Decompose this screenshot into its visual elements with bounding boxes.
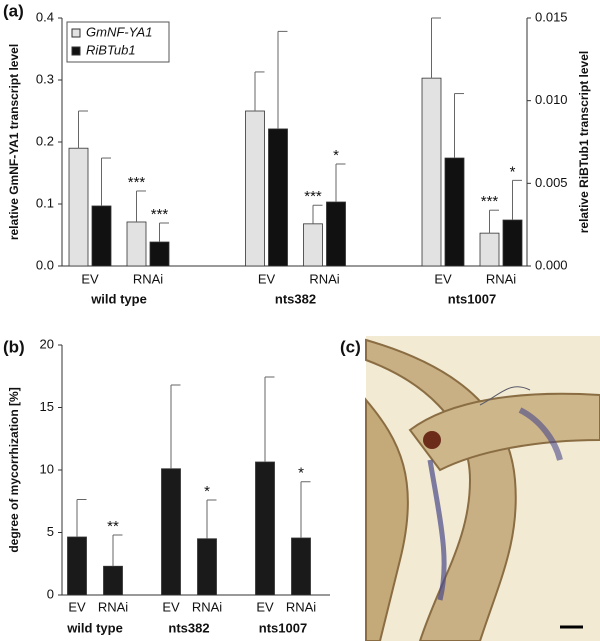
panel-label: (b) xyxy=(3,337,25,356)
bar xyxy=(197,538,217,596)
bar xyxy=(255,461,275,596)
significance: *** xyxy=(304,188,322,205)
x-tick-label: RNAi xyxy=(192,599,222,614)
bar xyxy=(444,157,465,267)
y2-tick-label: 0.005 xyxy=(535,175,568,190)
error-bar xyxy=(254,71,265,111)
spore xyxy=(423,431,441,449)
error-bar xyxy=(512,179,522,221)
y-tick-label: 10 xyxy=(40,461,54,476)
group-label: wild type xyxy=(90,291,147,306)
bar xyxy=(303,223,323,267)
legend-label: GmNF-YA1 xyxy=(86,24,152,39)
y-tick-label: 0.4 xyxy=(36,9,54,24)
group-label: nts1007 xyxy=(259,620,307,635)
x-tick-label: EV xyxy=(68,599,86,614)
bar xyxy=(245,110,265,267)
legend-swatch xyxy=(71,46,81,56)
error-bar xyxy=(335,163,346,203)
significance: * xyxy=(298,465,304,482)
bar xyxy=(268,128,288,267)
y2-tick-label: 0.000 xyxy=(535,257,568,272)
x-tick-label: RNAi xyxy=(309,271,339,286)
significance: *** xyxy=(151,206,169,223)
error-bar xyxy=(170,384,181,469)
bar xyxy=(161,468,181,596)
panel-label: (a) xyxy=(3,1,24,20)
y-axis-title: relative GmNF-YA1 transcript level xyxy=(7,44,21,240)
y-tick-label: 0.0 xyxy=(36,257,54,272)
significance: * xyxy=(510,163,516,180)
legend-swatch xyxy=(71,28,81,38)
group-label: nts1007 xyxy=(448,291,496,306)
error-bar xyxy=(159,222,169,243)
error-bar xyxy=(78,110,88,149)
significance: *** xyxy=(481,193,499,210)
y2-axis-title: relative RiBTub1 transcript level xyxy=(577,51,591,234)
y-tick-label: 5 xyxy=(47,524,54,539)
significance: ** xyxy=(107,518,119,535)
x-tick-label: RNAi xyxy=(486,271,516,286)
bar xyxy=(421,77,442,267)
root xyxy=(365,397,409,641)
hypha xyxy=(479,386,531,406)
error-bar xyxy=(136,190,146,222)
significance: * xyxy=(333,147,339,164)
bar xyxy=(502,219,523,267)
y-tick-label: 20 xyxy=(40,336,54,351)
bar xyxy=(103,565,123,596)
error-bar xyxy=(76,499,87,537)
error-bar xyxy=(300,481,311,538)
legend-box xyxy=(66,21,170,63)
group-label: wild type xyxy=(66,620,123,635)
error-bar xyxy=(431,17,441,79)
error-bar xyxy=(101,157,111,206)
bar xyxy=(291,537,311,596)
bar xyxy=(91,205,112,267)
legend-label: RiBTub1 xyxy=(86,42,136,57)
root xyxy=(408,392,600,472)
bar xyxy=(326,201,346,267)
micrograph: (c) xyxy=(340,336,600,641)
error-bar xyxy=(454,93,464,159)
group-label: nts382 xyxy=(275,291,316,306)
x-tick-label: EV xyxy=(162,599,180,614)
y-tick-label: 15 xyxy=(40,399,54,414)
y-tick-label: 0.3 xyxy=(36,71,54,86)
error-bar xyxy=(489,209,499,234)
bar xyxy=(126,221,147,267)
error-bar xyxy=(206,499,217,539)
x-tick-label: RNAi xyxy=(133,271,163,286)
y-tick-label: 0.1 xyxy=(36,195,54,210)
error-bar xyxy=(277,30,288,129)
bar xyxy=(68,147,89,267)
bar xyxy=(479,232,500,267)
y-axis-title: degree of mycorrhization [%] xyxy=(7,387,21,552)
error-bar xyxy=(112,534,123,567)
arbuscules xyxy=(518,407,563,461)
significance: *** xyxy=(128,174,146,191)
x-tick-label: EV xyxy=(434,271,452,286)
x-tick-label: EV xyxy=(258,271,276,286)
arbuscules xyxy=(427,459,447,601)
y2-tick-label: 0.010 xyxy=(535,92,568,107)
y-tick-label: 0 xyxy=(47,586,54,601)
x-tick-label: RNAi xyxy=(286,599,316,614)
x-tick-label: EV xyxy=(256,599,274,614)
x-tick-label: RNAi xyxy=(98,599,128,614)
bar xyxy=(67,536,87,596)
bar xyxy=(149,241,170,267)
error-bar xyxy=(264,376,275,462)
y2-tick-label: 0.015 xyxy=(535,9,568,24)
panel-label: (c) xyxy=(340,337,361,356)
y-tick-label: 0.2 xyxy=(36,133,54,148)
group-label: nts382 xyxy=(168,620,209,635)
significance: * xyxy=(204,483,210,500)
error-bar xyxy=(312,204,323,224)
x-tick-label: EV xyxy=(81,271,99,286)
